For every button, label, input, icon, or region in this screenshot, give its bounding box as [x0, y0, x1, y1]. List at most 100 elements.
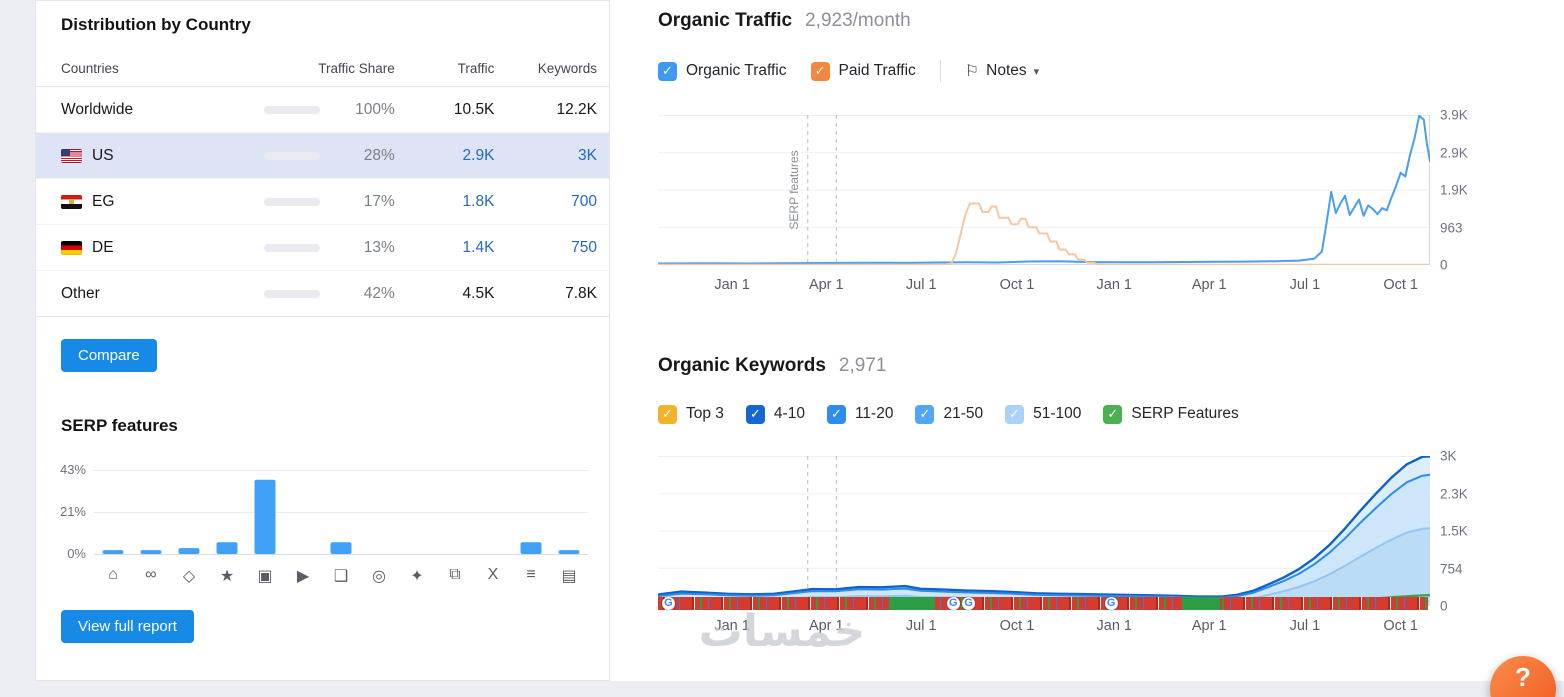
organic-traffic-x-axis: Jan 1 Apr 1 Jul 1 Oct 1 Jan 1 Apr 1 Jul 1 Oct 1	[658, 277, 1430, 299]
country-name: Other	[61, 284, 100, 302]
notes-flag-icon: ⚐	[964, 63, 980, 80]
pages-icon: ⧉	[449, 566, 461, 583]
traffic-share-bar	[264, 197, 321, 206]
country-row-other[interactable]: Other 42% 4.5K 7.8K	[36, 271, 609, 317]
eg-flag-icon	[61, 194, 82, 209]
legend-organic-traffic[interactable]: ✓ Organic Traffic	[658, 61, 787, 81]
notes-label: Notes	[986, 62, 1027, 79]
google-favicon: G	[661, 597, 675, 610]
help-button-label: ?	[1515, 662, 1531, 692]
charts-panel: Organic Traffic 2,923/month ✓ Organic Tra…	[658, 0, 1564, 640]
traffic-value[interactable]: 1.8K	[462, 192, 495, 210]
serp-features-chart[interactable]: 43% 21% 0%	[36, 460, 609, 561]
checkbox-organic-traffic[interactable]: ✓	[658, 61, 677, 81]
organic-keywords-y-axis: 3K 2.3K 1.5K 754 0	[1440, 449, 1500, 614]
traffic-share-cell: 42%	[250, 285, 395, 303]
serp-y-tick-label: 43%	[59, 462, 86, 477]
reviews-icon: ★	[219, 568, 235, 585]
view-full-report-button[interactable]: View full report	[61, 610, 194, 643]
favicon-green-segment	[889, 597, 936, 610]
knowledge-panel-icon: ✦	[410, 568, 424, 585]
traffic-share-cell: 17%	[250, 193, 395, 211]
organic-traffic-y-axis: 3.9K 2.9K 1.9K 963 0	[1440, 108, 1500, 273]
traffic-share-bar	[264, 151, 321, 160]
favicon-green-segment	[1181, 597, 1221, 610]
x-tick-label: Oct 1	[999, 618, 1035, 634]
keywords-value[interactable]: 700	[571, 192, 598, 210]
country-cell: Worldwide	[61, 101, 250, 119]
y-tick-label: 3K	[1440, 448, 1457, 464]
legend-51-100[interactable]: ✓ 51-100	[1005, 404, 1081, 424]
content-area: Distribution by Country Countries Traffi…	[35, 0, 1564, 681]
checkbox-4-10[interactable]: ✓	[745, 404, 765, 424]
organic-traffic-chart[interactable]: SERP features 3.9K 2.9K 1.9K 963 0	[658, 108, 1468, 273]
organic-traffic-header: Organic Traffic 2,923/month	[658, 0, 1564, 32]
x-tick-label: Apr 1	[1191, 277, 1227, 293]
legend-11-20[interactable]: ✓ 11-20	[826, 404, 893, 424]
x-tick-label: Oct 1	[999, 277, 1035, 293]
traffic-share-percent: 100%	[355, 100, 395, 118]
twitter-icon: X	[487, 566, 499, 583]
country-row-de[interactable]: DE 13% 1.4K 750	[36, 225, 609, 271]
legend-serp-features[interactable]: ✓ SERP Features	[1103, 404, 1239, 424]
legend-top-3[interactable]: ✓ Top 3	[658, 404, 724, 424]
keywords-value[interactable]: 750	[571, 238, 598, 256]
keywords-value[interactable]: 3K	[578, 146, 598, 164]
checkbox-21-50[interactable]: ✓	[915, 404, 935, 424]
image-icon: ▤	[561, 568, 577, 585]
y-tick-label: 3.9K	[1440, 107, 1468, 123]
keywords-value: 7.8K	[565, 284, 598, 302]
help-button[interactable]: ?	[1490, 656, 1556, 697]
serp-feature-icons-row: ⌂ ∞ ◇ ★ ▣ ▶ ❑ ◎ ✦ ⧉ X ≡ ▤	[94, 566, 588, 586]
traffic-value[interactable]: 2.9K	[462, 146, 495, 164]
column-header-traffic: Traffic	[457, 61, 495, 76]
x-tick-label: Jul 1	[905, 618, 937, 634]
legend-label: Organic Traffic	[686, 62, 787, 79]
svg-text:SERP features: SERP features	[787, 150, 801, 229]
checkbox-11-20[interactable]: ✓	[826, 404, 846, 424]
y-tick-label: 0	[1440, 598, 1448, 614]
x-tick-label: Jan 1	[1096, 618, 1132, 634]
x-tick-label: Oct 1	[1383, 277, 1418, 293]
x-tick-label: Apr 1	[808, 618, 844, 634]
compare-button[interactable]: Compare	[61, 339, 157, 372]
traffic-legend-items: ✓ Organic Traffic ✓ Paid Traffic	[658, 61, 916, 81]
country-name: DE	[92, 238, 114, 256]
legend-paid-traffic[interactable]: ✓ Paid Traffic	[810, 61, 916, 81]
checkbox-paid-traffic[interactable]: ✓	[810, 61, 830, 81]
x-tick-label: Apr 1	[808, 277, 844, 293]
country-row-worldwide[interactable]: Worldwide 100% 10.5K 12.2K	[36, 87, 609, 133]
legend-4-10[interactable]: ✓ 4-10	[745, 404, 805, 424]
country-cell: US	[61, 147, 250, 165]
amp-icon: ◇	[182, 568, 196, 585]
chevron-down-icon: ▾	[1033, 65, 1040, 78]
local-pack-icon: ◎	[372, 568, 386, 585]
keywords-legend: ✓ Top 3 ✓ 4-10 ✓ 11-20 ✓ 21-50 ✓ 51-100 ✓ SERP Feat…	[658, 401, 1564, 427]
traffic-share-percent: 13%	[363, 238, 395, 256]
checkbox-51-100[interactable]: ✓	[1005, 404, 1025, 424]
traffic-value[interactable]: 1.4K	[462, 238, 495, 256]
traffic-legend: ✓ Organic Traffic ✓ Paid Traffic ⚐ Notes ▾	[658, 58, 1564, 84]
country-table-body: Worldwide 100% 10.5K 12.2K US 28% 2.9K 3K EG 17% 1…	[36, 87, 609, 317]
y-tick-label: 1.9K	[1440, 182, 1468, 198]
notes-button[interactable]: ⚐ Notes ▾	[965, 61, 1039, 81]
country-cell: EG	[61, 193, 250, 211]
x-tick-label: Jan 1	[714, 277, 750, 293]
x-tick-label: Oct 1	[1383, 618, 1418, 634]
country-row-us[interactable]: US 28% 2.9K 3K	[36, 133, 609, 179]
traffic-share-percent: 28%	[363, 146, 395, 164]
legend-label: Top 3	[686, 405, 724, 422]
faq-icon: ❑	[333, 568, 349, 585]
organic-keywords-chart-svg	[658, 456, 1430, 606]
google-favicon: G	[946, 597, 960, 610]
country-row-eg[interactable]: EG 17% 1.8K 700	[36, 179, 609, 225]
legend-label: SERP Features	[1131, 405, 1239, 422]
x-tick-label: Jan 1	[1096, 277, 1132, 293]
legend-21-50[interactable]: ✓ 21-50	[915, 404, 983, 424]
checkbox-top-3[interactable]: ✓	[658, 404, 677, 424]
checkbox-serp-features[interactable]: ✓	[1103, 404, 1123, 424]
country-name: US	[92, 146, 114, 164]
y-tick-label: 2.9K	[1440, 145, 1468, 160]
